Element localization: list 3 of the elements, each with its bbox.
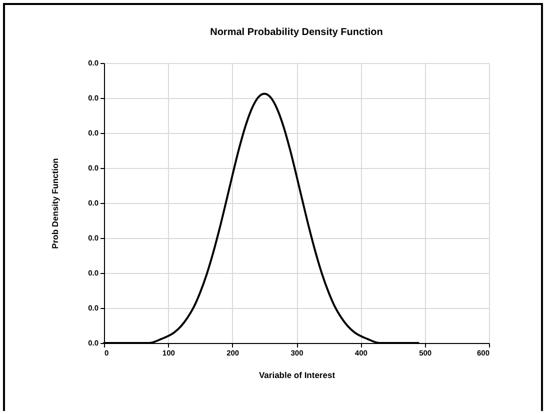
x-axis-title: Variable of Interest [258,370,336,380]
chart-title: Normal Probability Density Function [210,27,383,38]
y-axis-title: Prob Density Function [50,158,60,249]
